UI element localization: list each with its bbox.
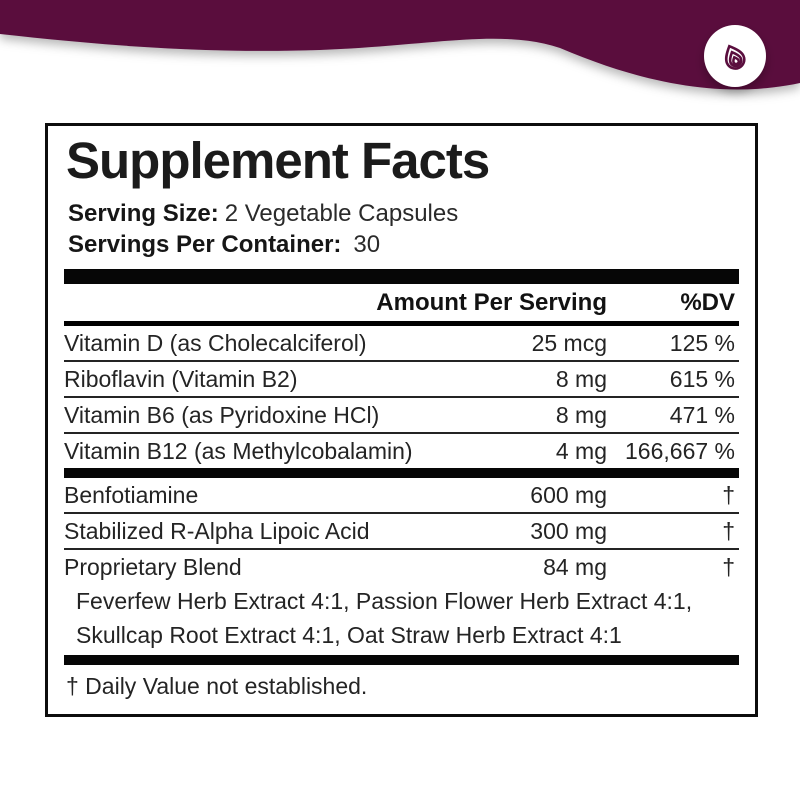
daily-value-footnote: † Daily Value not established. — [66, 672, 368, 699]
proprietary-blend-ingredients-line-1: Feverfew Herb Extract 4:1, Passion Flowe… — [76, 587, 693, 614]
nutrient-name: Vitamin B12 (as Methylcobalamin) — [64, 437, 413, 464]
nutrient-name: Stabilized R-Alpha Lipoic Acid — [64, 517, 370, 544]
dv-dagger: † — [722, 481, 735, 508]
servings-per-container-label: Servings Per Container: — [68, 230, 342, 258]
dv-dagger: † — [722, 517, 735, 544]
nutrient-name: Vitamin D (as Cholecalciferol) — [64, 329, 367, 356]
dv-header: %DV — [680, 288, 735, 316]
banner-wave-shape — [0, 0, 800, 90]
nutrient-amount: 84 mg — [543, 553, 607, 580]
droplet-spiral-icon — [724, 44, 746, 70]
nutrient-name: Vitamin B6 (as Pyridoxine HCl) — [64, 401, 380, 428]
table-header-row: Amount Per Serving %DV — [64, 284, 739, 326]
nutrient-dv: 615 % — [669, 365, 735, 392]
thick-divider-bar-top — [64, 268, 739, 284]
serving-size-label: Serving Size: — [68, 199, 219, 227]
amount-per-serving-header: Amount Per Serving — [376, 288, 607, 316]
panel-title: Supplement Facts — [66, 132, 490, 189]
thick-divider-bar-mid — [64, 467, 739, 478]
dv-dagger: † — [722, 553, 735, 580]
supplement-facts-panel: Supplement Facts Serving Size: 2 Vegetabl… — [45, 123, 758, 717]
table-row: Vitamin B6 (as Pyridoxine HCl) 8 mg 471 … — [64, 398, 739, 434]
vitamin-rows: Vitamin D (as Cholecalciferol) 25 mcg 12… — [64, 326, 739, 468]
other-ingredient-rows: Benfotiamine 600 mg † Stabilized R-Alpha… — [64, 478, 739, 584]
serving-size-value: 2 Vegetable Capsules — [224, 199, 459, 227]
nutrient-amount: 300 mg — [530, 517, 607, 544]
serving-size-line: Serving Size: 2 Vegetable Capsules — [68, 198, 739, 229]
table-row: Benfotiamine 600 mg † — [64, 478, 739, 514]
nutrient-amount: 600 mg — [530, 481, 607, 508]
table-row: Vitamin B12 (as Methylcobalamin) 4 mg 16… — [64, 434, 739, 468]
nutrient-amount: 4 mg — [555, 437, 607, 464]
nutrient-amount: 25 mcg — [531, 329, 607, 356]
servings-per-container-line: Servings Per Container: 30 — [68, 229, 739, 260]
table-row: Riboflavin (Vitamin B2) 8 mg 615 % — [64, 362, 739, 398]
top-banner — [0, 0, 800, 90]
table-row: Proprietary Blend 84 mg † — [64, 550, 739, 584]
thick-divider-bar-bottom — [64, 654, 739, 665]
logo-badge — [704, 25, 766, 87]
nutrient-amount: 8 mg — [555, 401, 607, 428]
nutrient-dv: 166,667 % — [625, 437, 735, 464]
servings-per-container-value: 30 — [353, 230, 381, 258]
nutrient-name: Benfotiamine — [64, 481, 199, 508]
table-row: Vitamin D (as Cholecalciferol) 25 mcg 12… — [64, 326, 739, 362]
proprietary-blend-ingredients-line-2: Skullcap Root Extract 4:1, Oat Straw Her… — [76, 621, 622, 648]
nutrient-amount: 8 mg — [555, 365, 607, 392]
nutrient-dv: 125 % — [669, 329, 735, 356]
nutrient-name: Riboflavin (Vitamin B2) — [64, 365, 298, 392]
table-row: Stabilized R-Alpha Lipoic Acid 300 mg † — [64, 514, 739, 550]
nutrient-name: Proprietary Blend — [64, 553, 242, 580]
nutrient-dv: 471 % — [669, 401, 735, 428]
